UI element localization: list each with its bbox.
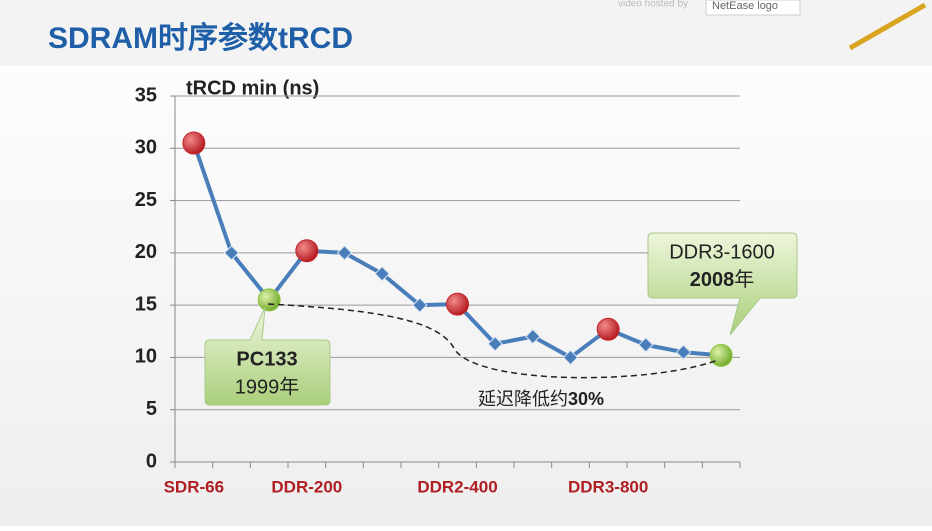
marker bbox=[336, 245, 353, 261]
y-tick-label: 35 bbox=[135, 84, 157, 106]
x-tick-label: DDR2-400 bbox=[417, 477, 497, 496]
marker bbox=[446, 292, 469, 316]
y-tick-label: 25 bbox=[135, 189, 157, 211]
marker bbox=[709, 343, 733, 367]
x-tick-label: SDR-66 bbox=[164, 477, 224, 496]
marker bbox=[257, 288, 281, 312]
callout-pc133: PC133 1999年 bbox=[204, 307, 331, 406]
marker bbox=[412, 297, 428, 313]
marker bbox=[295, 239, 319, 263]
year: 2008 bbox=[690, 269, 735, 291]
callout-year: 2008年 bbox=[690, 268, 755, 291]
marker bbox=[374, 266, 390, 282]
marker bbox=[596, 317, 620, 341]
callout-box bbox=[204, 307, 331, 406]
logo-alt: NetEase logo bbox=[712, 0, 778, 12]
y-tick-label: 10 bbox=[135, 346, 157, 368]
marker bbox=[525, 328, 541, 345]
y-tick-label: 5 bbox=[146, 398, 157, 420]
y-axis-label: tRCD min (ns) bbox=[186, 77, 319, 99]
y-tick-label: 30 bbox=[135, 137, 157, 159]
note-text: 延迟降低约 bbox=[478, 389, 568, 409]
callout-title: PC133 bbox=[236, 348, 297, 370]
callout-box bbox=[647, 232, 798, 336]
marker bbox=[182, 131, 206, 155]
x-tick-label: DDR-200 bbox=[271, 477, 342, 496]
trend-curve bbox=[267, 303, 719, 379]
reduction-note: 延迟降低约30% bbox=[478, 389, 604, 409]
hosted-by: video hosted by bbox=[618, 0, 688, 10]
logo bbox=[705, 0, 801, 16]
y-tick-label: 0 bbox=[146, 450, 157, 472]
marker bbox=[675, 344, 692, 360]
marker bbox=[487, 336, 503, 352]
note-bold: 30% bbox=[568, 389, 604, 409]
pencil bbox=[848, 2, 927, 51]
chart-title: SDRAM时序参数tRCD bbox=[48, 21, 353, 55]
x-tick-label: DDR3-800 bbox=[568, 477, 648, 496]
callout-title: DDR3-1600 bbox=[669, 241, 775, 263]
marker bbox=[562, 349, 579, 366]
y-tick-label: 15 bbox=[135, 293, 157, 315]
plot: 0 5 10 15 20 25 30 35 SDR-66 DDR-200 DDR2-400 DDR3-… bbox=[135, 84, 741, 496]
year-suffix: 年 bbox=[734, 268, 754, 291]
y-tick-label: 20 bbox=[135, 241, 157, 263]
callout-year: 1999年 bbox=[235, 375, 300, 398]
marker bbox=[638, 337, 654, 353]
callout-ddr3: DDR3-1600 2008年 bbox=[647, 232, 798, 336]
marker bbox=[223, 245, 240, 261]
